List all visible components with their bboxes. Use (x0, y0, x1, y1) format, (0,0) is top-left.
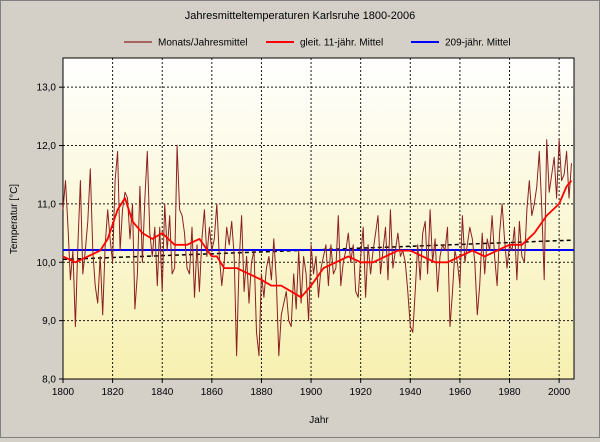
chart-title: Jahresmitteltemperaturen Karlsruhe 1800-… (185, 10, 416, 22)
x-tick-label: 1960 (449, 387, 472, 398)
x-tick-label: 1820 (101, 387, 124, 398)
grid (63, 58, 574, 379)
x-tick-label: 1980 (498, 387, 521, 398)
y-tick-label: 9,0 (42, 316, 56, 327)
legend: Monats/Jahresmittel gleit. 11-jähr. Mitte… (124, 38, 511, 49)
y-tick-label: 10,0 (37, 258, 57, 269)
x-tick-label: 1860 (201, 387, 224, 398)
y-tick-label: 11,0 (37, 199, 56, 210)
x-tick-label: 1840 (151, 387, 174, 398)
x-tick-label: 1800 (52, 387, 75, 398)
y-tick-label: 12,0 (37, 141, 57, 152)
x-tick-label: 2000 (548, 387, 571, 398)
x-tick-label: 1900 (300, 387, 323, 398)
legend-label-smooth: gleit. 11-jähr. Mittel (300, 38, 383, 49)
x-axis-label: Jahr (309, 415, 329, 426)
series-line-smooth (62, 180, 573, 299)
plot-area (62, 57, 575, 380)
series-layer (62, 139, 575, 357)
x-tick-label: 1940 (399, 387, 422, 398)
legend-label-mean: 209-jähr. Mittel (445, 38, 511, 49)
legend-label-annual: Monats/Jahresmittel (158, 38, 247, 49)
axis-ticks: 1800 1820 1840 1860 1880 1900 1920 1940 1960 1980… (37, 83, 571, 398)
y-tick-label: 8,0 (42, 375, 56, 386)
x-tick-label: 1920 (350, 387, 373, 398)
y-axis-label: Temperatur [°C] (9, 184, 20, 254)
x-tick-label: 1880 (250, 387, 273, 398)
y-tick-label: 13,0 (37, 83, 57, 94)
